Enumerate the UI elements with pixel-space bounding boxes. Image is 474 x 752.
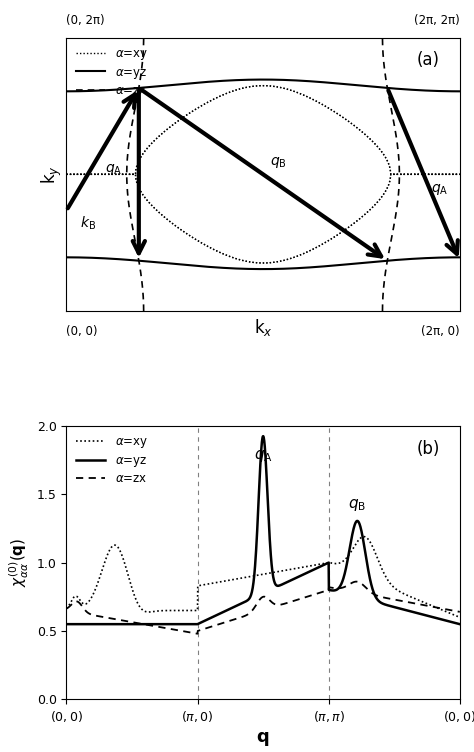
Text: (b): (b) — [417, 440, 440, 457]
Y-axis label: $\chi^{(0)}_{\alpha\alpha}(\mathbf{q})$: $\chi^{(0)}_{\alpha\alpha}(\mathbf{q})$ — [8, 538, 31, 587]
Text: (0, 2π): (0, 2π) — [66, 14, 105, 26]
Text: $k_\mathrm{B}$: $k_\mathrm{B}$ — [80, 214, 96, 232]
Text: $q_\mathrm{A}$: $q_\mathrm{A}$ — [254, 448, 273, 464]
Text: $q_\mathrm{B}$: $q_\mathrm{B}$ — [348, 497, 366, 514]
Legend: $\alpha$=xy, $\alpha$=yz, $\alpha$=zx: $\alpha$=xy, $\alpha$=yz, $\alpha$=zx — [72, 432, 152, 489]
Text: $q_\mathrm{A}$: $q_\mathrm{A}$ — [430, 182, 448, 197]
Legend: $\alpha$=xy, $\alpha$=yz, $\alpha$=zx: $\alpha$=xy, $\alpha$=yz, $\alpha$=zx — [72, 44, 152, 101]
Text: (0, 0): (0, 0) — [66, 325, 98, 338]
Y-axis label: k$_y$: k$_y$ — [39, 165, 64, 183]
Text: $q_\mathrm{B}$: $q_\mathrm{B}$ — [270, 155, 287, 170]
Text: (a): (a) — [417, 51, 440, 69]
Text: (2π, 0): (2π, 0) — [421, 325, 460, 338]
Text: $q_\mathrm{A}$: $q_\mathrm{A}$ — [105, 162, 122, 177]
X-axis label: $\mathbf{q}$: $\mathbf{q}$ — [256, 729, 270, 747]
Text: (2π, 2π): (2π, 2π) — [414, 14, 460, 26]
X-axis label: k$_x$: k$_x$ — [254, 317, 273, 338]
